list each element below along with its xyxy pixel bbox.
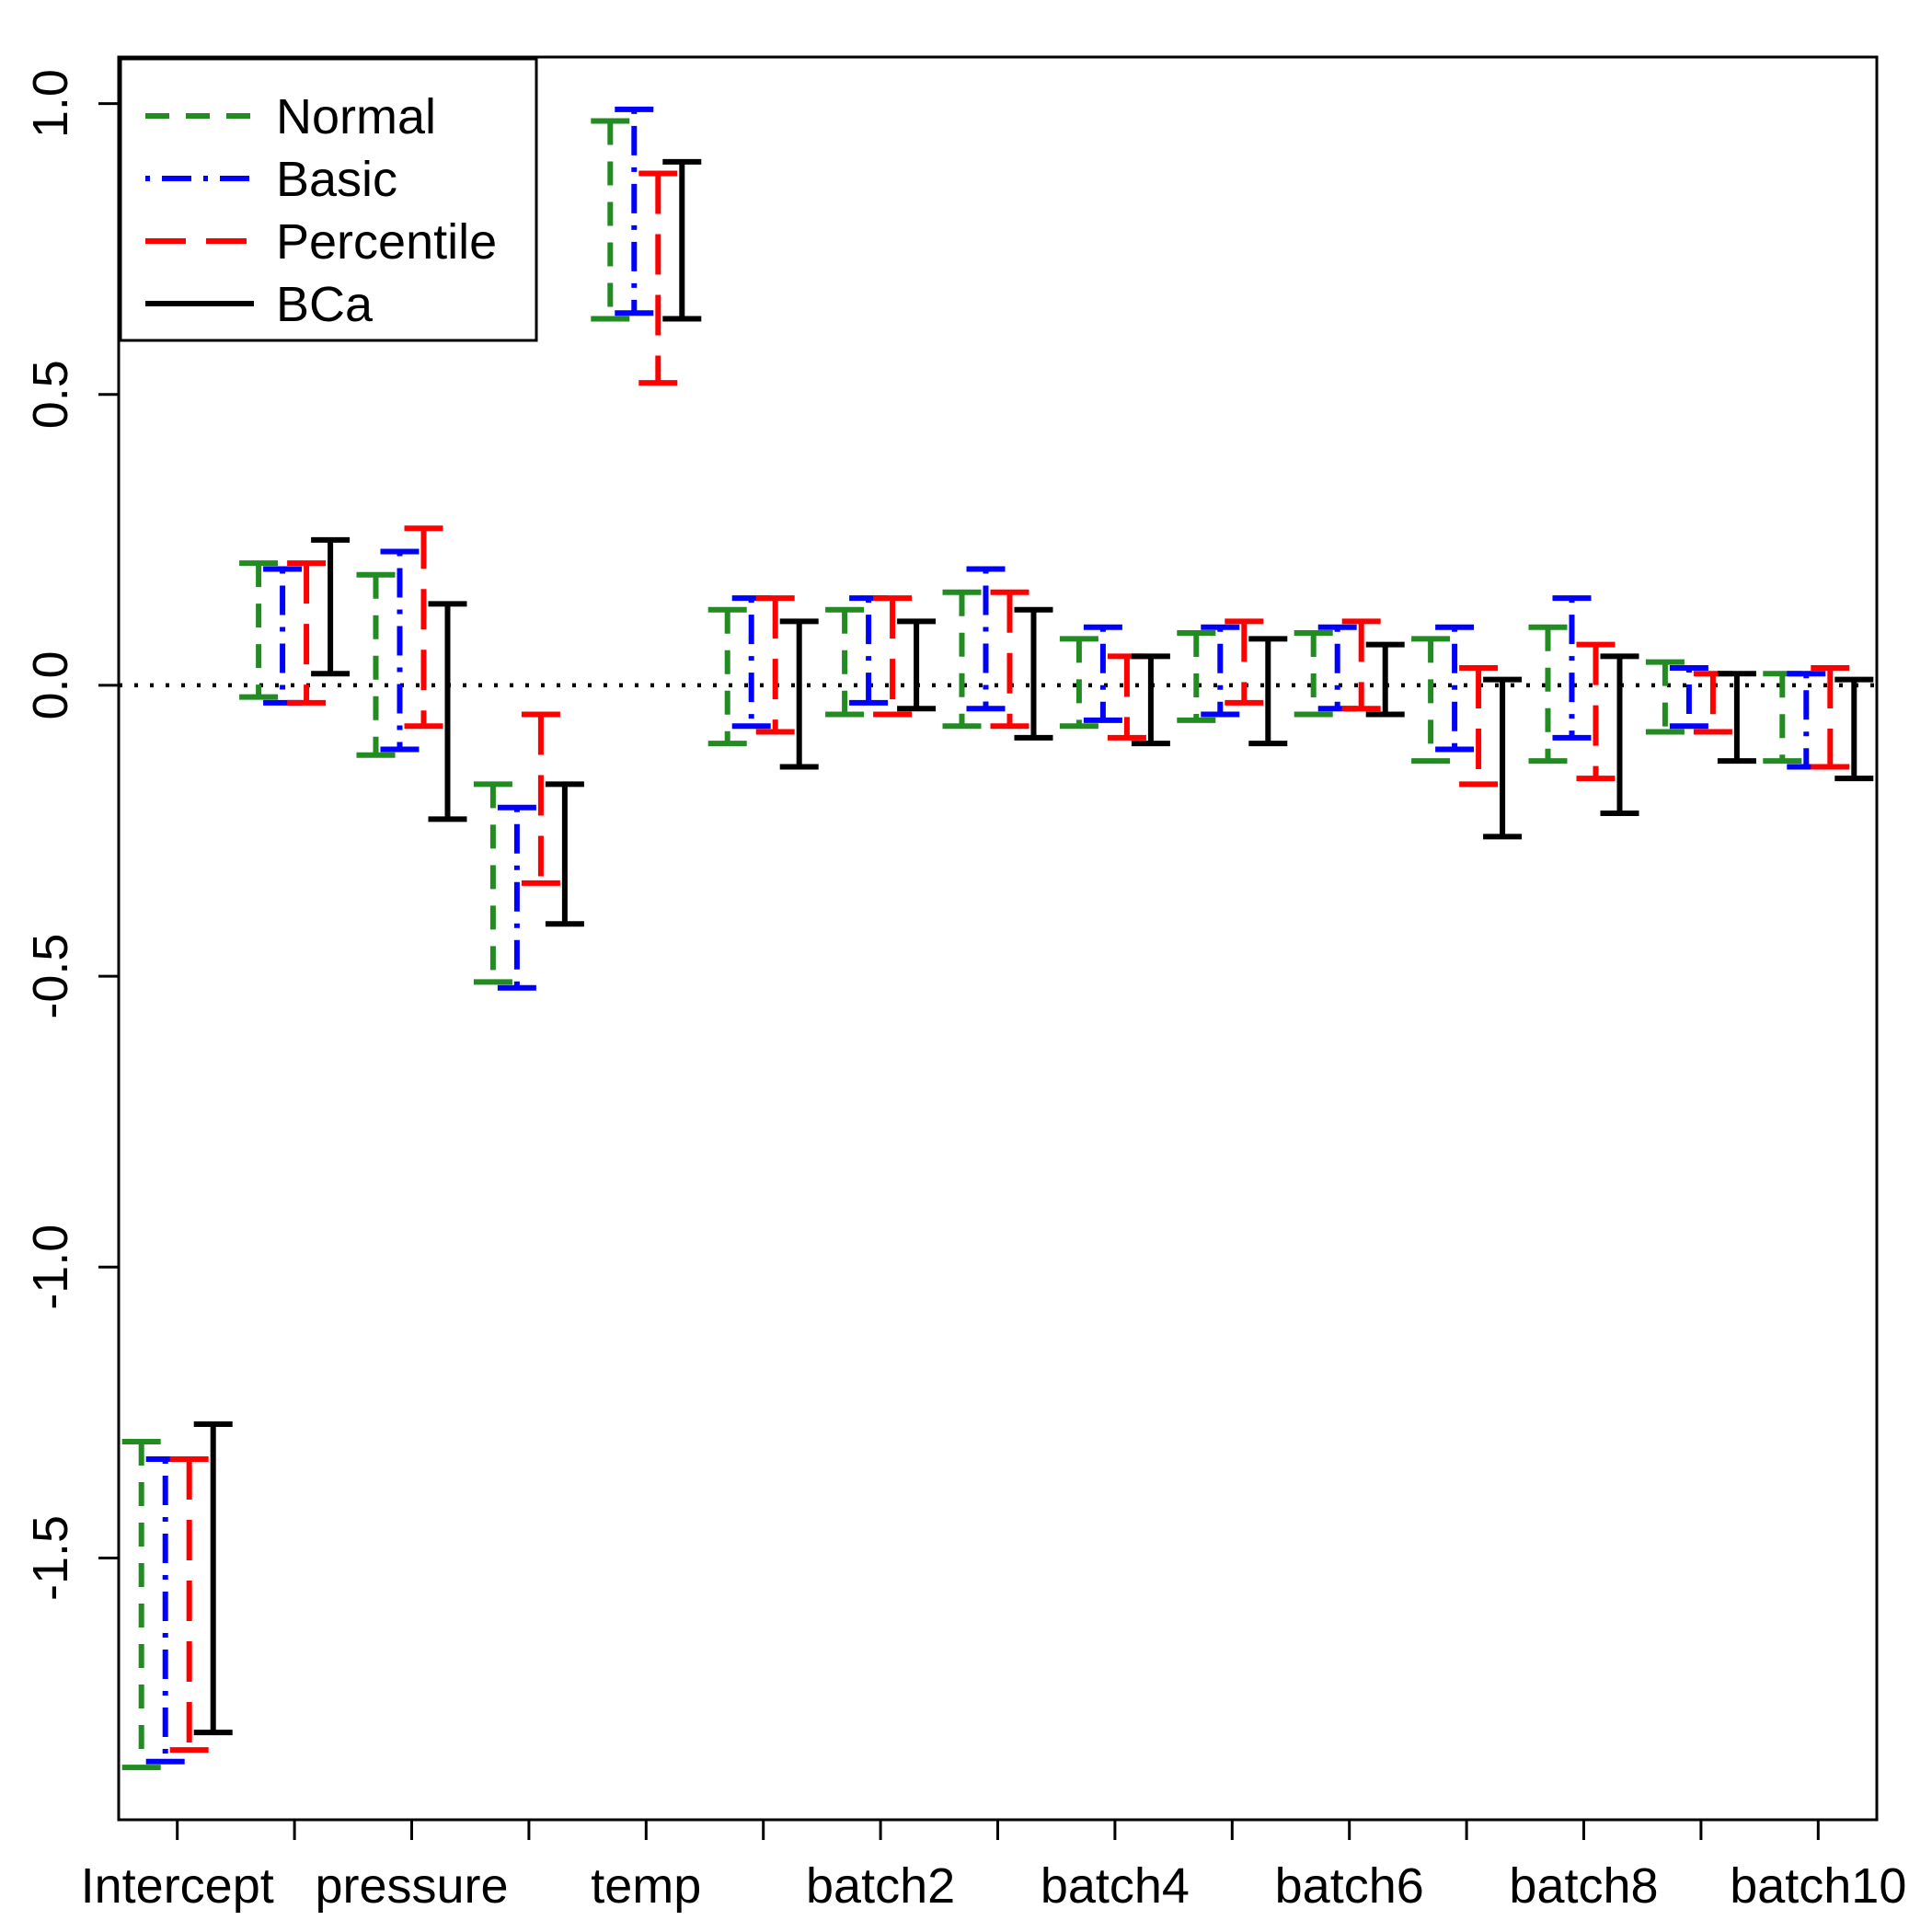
x-axis: Intercept pressure temp batch2 batch4 batch6 b… (81, 1820, 1906, 1914)
y-tick-label: 0.0 (23, 650, 78, 719)
x-tick-label: batch4 (1041, 1858, 1190, 1914)
y-tick-label: -1.0 (23, 1225, 78, 1310)
series-percentile (169, 170, 1850, 1754)
x-tick-label: batch10 (1730, 1858, 1906, 1914)
legend-entry-percentile: Percentile (145, 214, 497, 270)
x-tick-label: temp (591, 1858, 701, 1914)
series-normal (121, 118, 1802, 1771)
legend: Normal Basic Percentile BCa (119, 57, 538, 342)
y-tick-label: 0.5 (23, 360, 78, 429)
x-tick-label: batch2 (806, 1858, 955, 1914)
legend-label: Basic (276, 152, 397, 207)
legend-label: Normal (276, 89, 436, 144)
y-tick-label: -1.5 (23, 1515, 78, 1601)
x-tick-label: Intercept (81, 1858, 274, 1914)
y-tick-label: 1.0 (23, 69, 78, 138)
x-tick-label: batch6 (1275, 1858, 1424, 1914)
error-bars-group (121, 106, 1874, 1771)
legend-entry-basic: Basic (145, 152, 397, 207)
x-tick-label: pressure (315, 1858, 508, 1914)
legend-label: BCa (276, 277, 374, 332)
x-tick-label: batch8 (1509, 1858, 1658, 1914)
series-bca (193, 158, 1874, 1736)
legend-entry-normal: Normal (145, 89, 436, 144)
y-tick-label: -0.5 (23, 934, 78, 1019)
legend-box (119, 57, 538, 342)
y-axis: 1.0 0.5 0.0 -0.5 -1.0 -1.5 (23, 69, 119, 1601)
legend-label: Percentile (276, 214, 497, 270)
series-basic (145, 106, 1826, 1765)
legend-entry-bca: BCa (145, 277, 374, 332)
